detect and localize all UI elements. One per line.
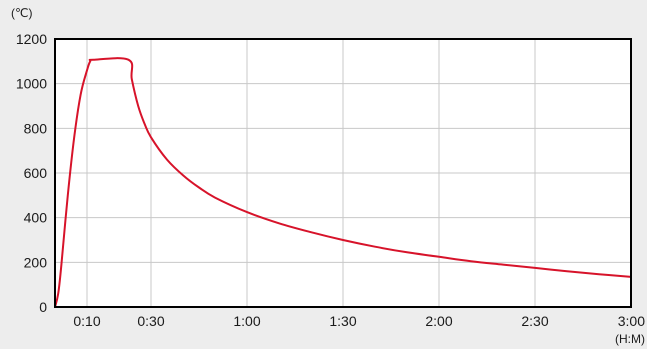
y-tick-label: 400 bbox=[24, 210, 48, 226]
y-tick-labels: 0 200 400 600 800 1000 1200 bbox=[16, 31, 47, 315]
y-tick-label: 1000 bbox=[16, 76, 47, 92]
x-tick-labels: 0:10 0:30 1:00 1:30 2:00 2:30 3:00 bbox=[73, 313, 645, 329]
plot-frame bbox=[54, 38, 632, 308]
y-tick-label: 0 bbox=[39, 299, 47, 315]
x-tick-label: 3:00 bbox=[618, 313, 645, 329]
y-tick-label: 200 bbox=[24, 254, 48, 270]
x-tick-label: 0:10 bbox=[73, 313, 100, 329]
series-line bbox=[54, 57, 632, 308]
grid bbox=[55, 39, 631, 307]
y-tick-label: 800 bbox=[24, 120, 48, 136]
x-tick-label: 2:30 bbox=[521, 313, 548, 329]
x-tick-label: 0:30 bbox=[137, 313, 164, 329]
y-tick-label: 600 bbox=[24, 165, 48, 181]
y-tick-label: 1200 bbox=[16, 31, 47, 47]
x-tick-label: 1:30 bbox=[329, 313, 356, 329]
x-tick-label: 1:00 bbox=[233, 313, 260, 329]
x-tick-label: 2:00 bbox=[425, 313, 452, 329]
y-unit-label: (℃) bbox=[11, 6, 32, 20]
x-unit-label: (H:M) bbox=[615, 332, 645, 346]
